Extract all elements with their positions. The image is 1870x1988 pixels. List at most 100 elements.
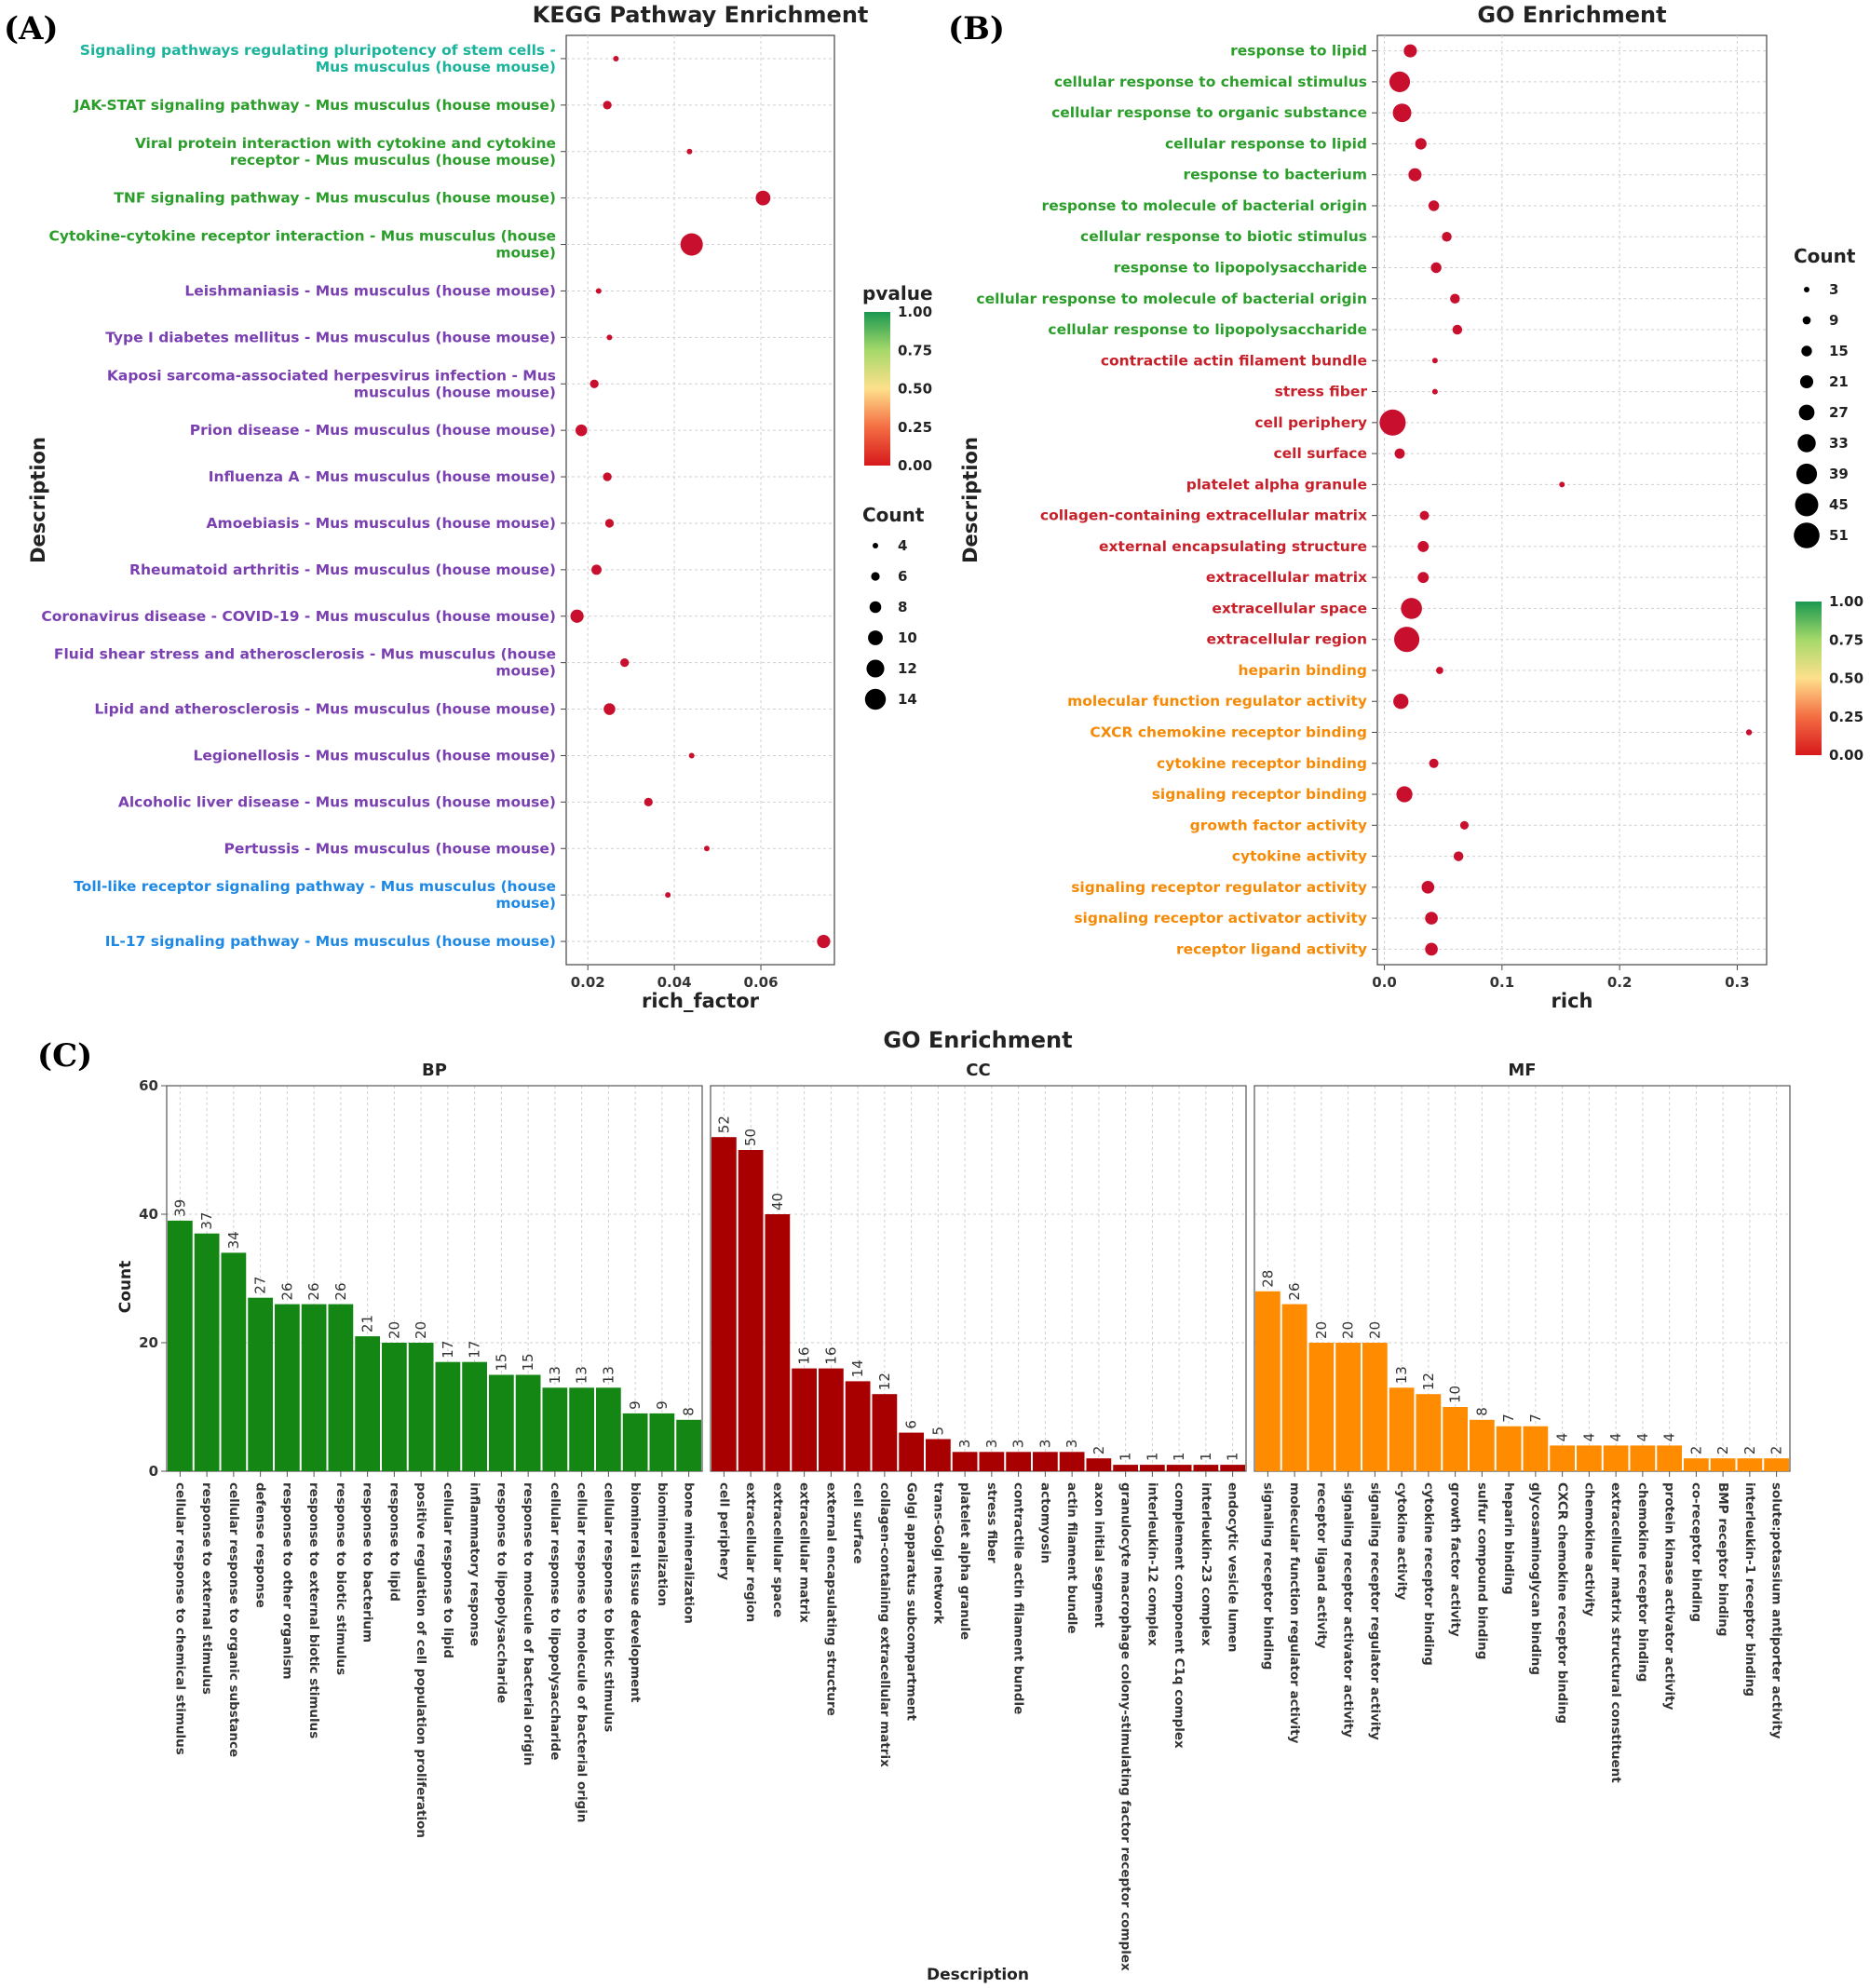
go-term-label: molecular function regulator activity bbox=[1067, 693, 1367, 710]
go-pvalue-tick: 1.00 bbox=[1829, 593, 1863, 610]
category-label: response to biotic stimulus bbox=[333, 1482, 348, 1675]
go-point bbox=[1396, 786, 1413, 803]
go-dot-panel: GO Enrichment response to lipid cellular … bbox=[959, 2, 1863, 1012]
bar-value-label: 21 bbox=[359, 1315, 376, 1332]
kegg-point bbox=[665, 892, 671, 899]
kegg-point bbox=[613, 55, 619, 61]
go-dot-y-axis-title: Description bbox=[959, 437, 982, 563]
category-label: external encapsulating structure bbox=[823, 1482, 838, 1716]
kegg-plot-frame bbox=[565, 34, 835, 966]
category-label: cellular response to chemical stimulus bbox=[172, 1482, 187, 1755]
bar-value-label: 13 bbox=[1393, 1366, 1410, 1384]
category-label: response to external biotic stimulus bbox=[306, 1482, 321, 1738]
bar bbox=[1059, 1452, 1085, 1471]
bar bbox=[765, 1214, 791, 1471]
category-label: axon initial segment bbox=[1091, 1482, 1106, 1628]
kegg-term-label: Signaling pathways regulating pluripoten… bbox=[80, 42, 556, 75]
bar-value-label: 2 bbox=[1091, 1446, 1107, 1455]
category-label: extracellular space bbox=[770, 1482, 785, 1617]
bar bbox=[489, 1374, 514, 1471]
bar bbox=[649, 1413, 675, 1471]
bar bbox=[515, 1374, 541, 1471]
kegg-term-label: Amoebiasis - Mus musculus (house mouse) bbox=[207, 515, 556, 532]
kegg-term-label: Alcoholic liver disease - Mus musculus (… bbox=[118, 793, 556, 810]
go-dot-count-legend-title: Count bbox=[1794, 245, 1856, 267]
bar-value-label: 4 bbox=[1607, 1433, 1624, 1442]
bar-value-label: 3 bbox=[1037, 1440, 1053, 1449]
bar-value-label: 20 bbox=[413, 1321, 429, 1339]
kegg-x-tick-label: 0.02 bbox=[571, 974, 605, 991]
category-label: stress fiber bbox=[984, 1482, 999, 1563]
facet-strip-label: CC bbox=[966, 1061, 990, 1080]
category-label: Golgi apparatus subcompartment bbox=[904, 1482, 919, 1721]
go-bar-title: GO Enrichment bbox=[883, 1027, 1072, 1053]
kegg-point bbox=[575, 424, 588, 437]
bar-value-label: 7 bbox=[1500, 1413, 1517, 1423]
bar bbox=[1335, 1343, 1361, 1471]
kegg-term-label: Fluid shear stress and atherosclerosis -… bbox=[54, 646, 556, 680]
kegg-count-legend-label: 14 bbox=[898, 691, 917, 708]
go-count-legend-dot bbox=[1804, 287, 1809, 292]
panel-label-a: (A) bbox=[4, 10, 59, 47]
kegg-count-legend-dot bbox=[866, 659, 885, 678]
category-label: cellular response to biotic stimulus bbox=[601, 1482, 616, 1732]
category-label: CXCR chemokine receptor binding bbox=[1555, 1482, 1570, 1724]
bar-value-label: 5 bbox=[929, 1427, 946, 1436]
bar-value-label: 8 bbox=[681, 1407, 698, 1416]
bar-value-label: 4 bbox=[1554, 1433, 1571, 1442]
kegg-term-label: Legionellosis - Mus musculus (house mous… bbox=[193, 747, 556, 764]
bar bbox=[1308, 1343, 1335, 1471]
go-dot-x-tick-label: 0.0 bbox=[1372, 974, 1397, 991]
bar-value-label: 13 bbox=[574, 1366, 590, 1384]
bar bbox=[1630, 1445, 1656, 1471]
bar-value-label: 1 bbox=[1225, 1453, 1241, 1462]
kegg-count-legend-title: Count bbox=[862, 504, 925, 526]
go-point bbox=[1417, 572, 1430, 584]
go-count-legend-dot bbox=[1795, 463, 1818, 485]
category-label: positive regulation of cell population p… bbox=[413, 1482, 428, 1838]
bar-value-label: 15 bbox=[520, 1353, 536, 1371]
category-label: receptor ligand activity bbox=[1314, 1482, 1329, 1649]
bar-value-label: 50 bbox=[742, 1129, 759, 1146]
kegg-term-label: Type I diabetes mellitus - Mus musculus … bbox=[105, 329, 556, 345]
go-point bbox=[1392, 103, 1412, 123]
go-term-label: cytokine activity bbox=[1232, 848, 1367, 865]
kegg-point bbox=[570, 609, 584, 623]
category-label: cell surface bbox=[850, 1482, 865, 1564]
bar bbox=[1737, 1458, 1763, 1471]
bar bbox=[711, 1137, 737, 1471]
go-point bbox=[1745, 729, 1753, 736]
category-label: protein kinase activator activity bbox=[1662, 1482, 1677, 1711]
bar-value-label: 17 bbox=[440, 1341, 456, 1359]
go-point bbox=[1379, 409, 1406, 436]
go-count-legend-label: 39 bbox=[1829, 466, 1849, 482]
go-term-label: cellular response to chemical stimulus bbox=[1054, 74, 1367, 90]
bar-value-label: 26 bbox=[305, 1283, 322, 1301]
go-count-legend-label: 33 bbox=[1829, 435, 1849, 452]
bar bbox=[1550, 1445, 1575, 1471]
go-point bbox=[1453, 851, 1464, 861]
go-dot-points bbox=[1379, 44, 1753, 956]
go-count-legend-label: 15 bbox=[1829, 343, 1849, 359]
category-label: extracellular matrix structural constitu… bbox=[1608, 1482, 1623, 1783]
bar bbox=[952, 1452, 978, 1471]
go-bar-y-tick-label: 40 bbox=[139, 1206, 158, 1223]
go-point bbox=[1415, 138, 1427, 150]
kegg-point bbox=[688, 752, 695, 759]
go-term-label: receptor ligand activity bbox=[1176, 940, 1367, 957]
category-label: cell periphery bbox=[716, 1482, 731, 1580]
bar bbox=[979, 1452, 1005, 1471]
kegg-point bbox=[817, 934, 831, 949]
bar bbox=[248, 1297, 273, 1471]
bar-value-label: 1 bbox=[1118, 1453, 1134, 1462]
facet-strip-label: BP bbox=[422, 1061, 447, 1080]
go-count-legend-dot bbox=[1798, 404, 1815, 421]
kegg-count-legend-dot bbox=[873, 543, 878, 548]
bar bbox=[328, 1304, 354, 1471]
go-point bbox=[1559, 481, 1565, 488]
go-term-label: collagen-containing extracellular matrix bbox=[1040, 507, 1367, 524]
bar bbox=[1086, 1458, 1112, 1471]
